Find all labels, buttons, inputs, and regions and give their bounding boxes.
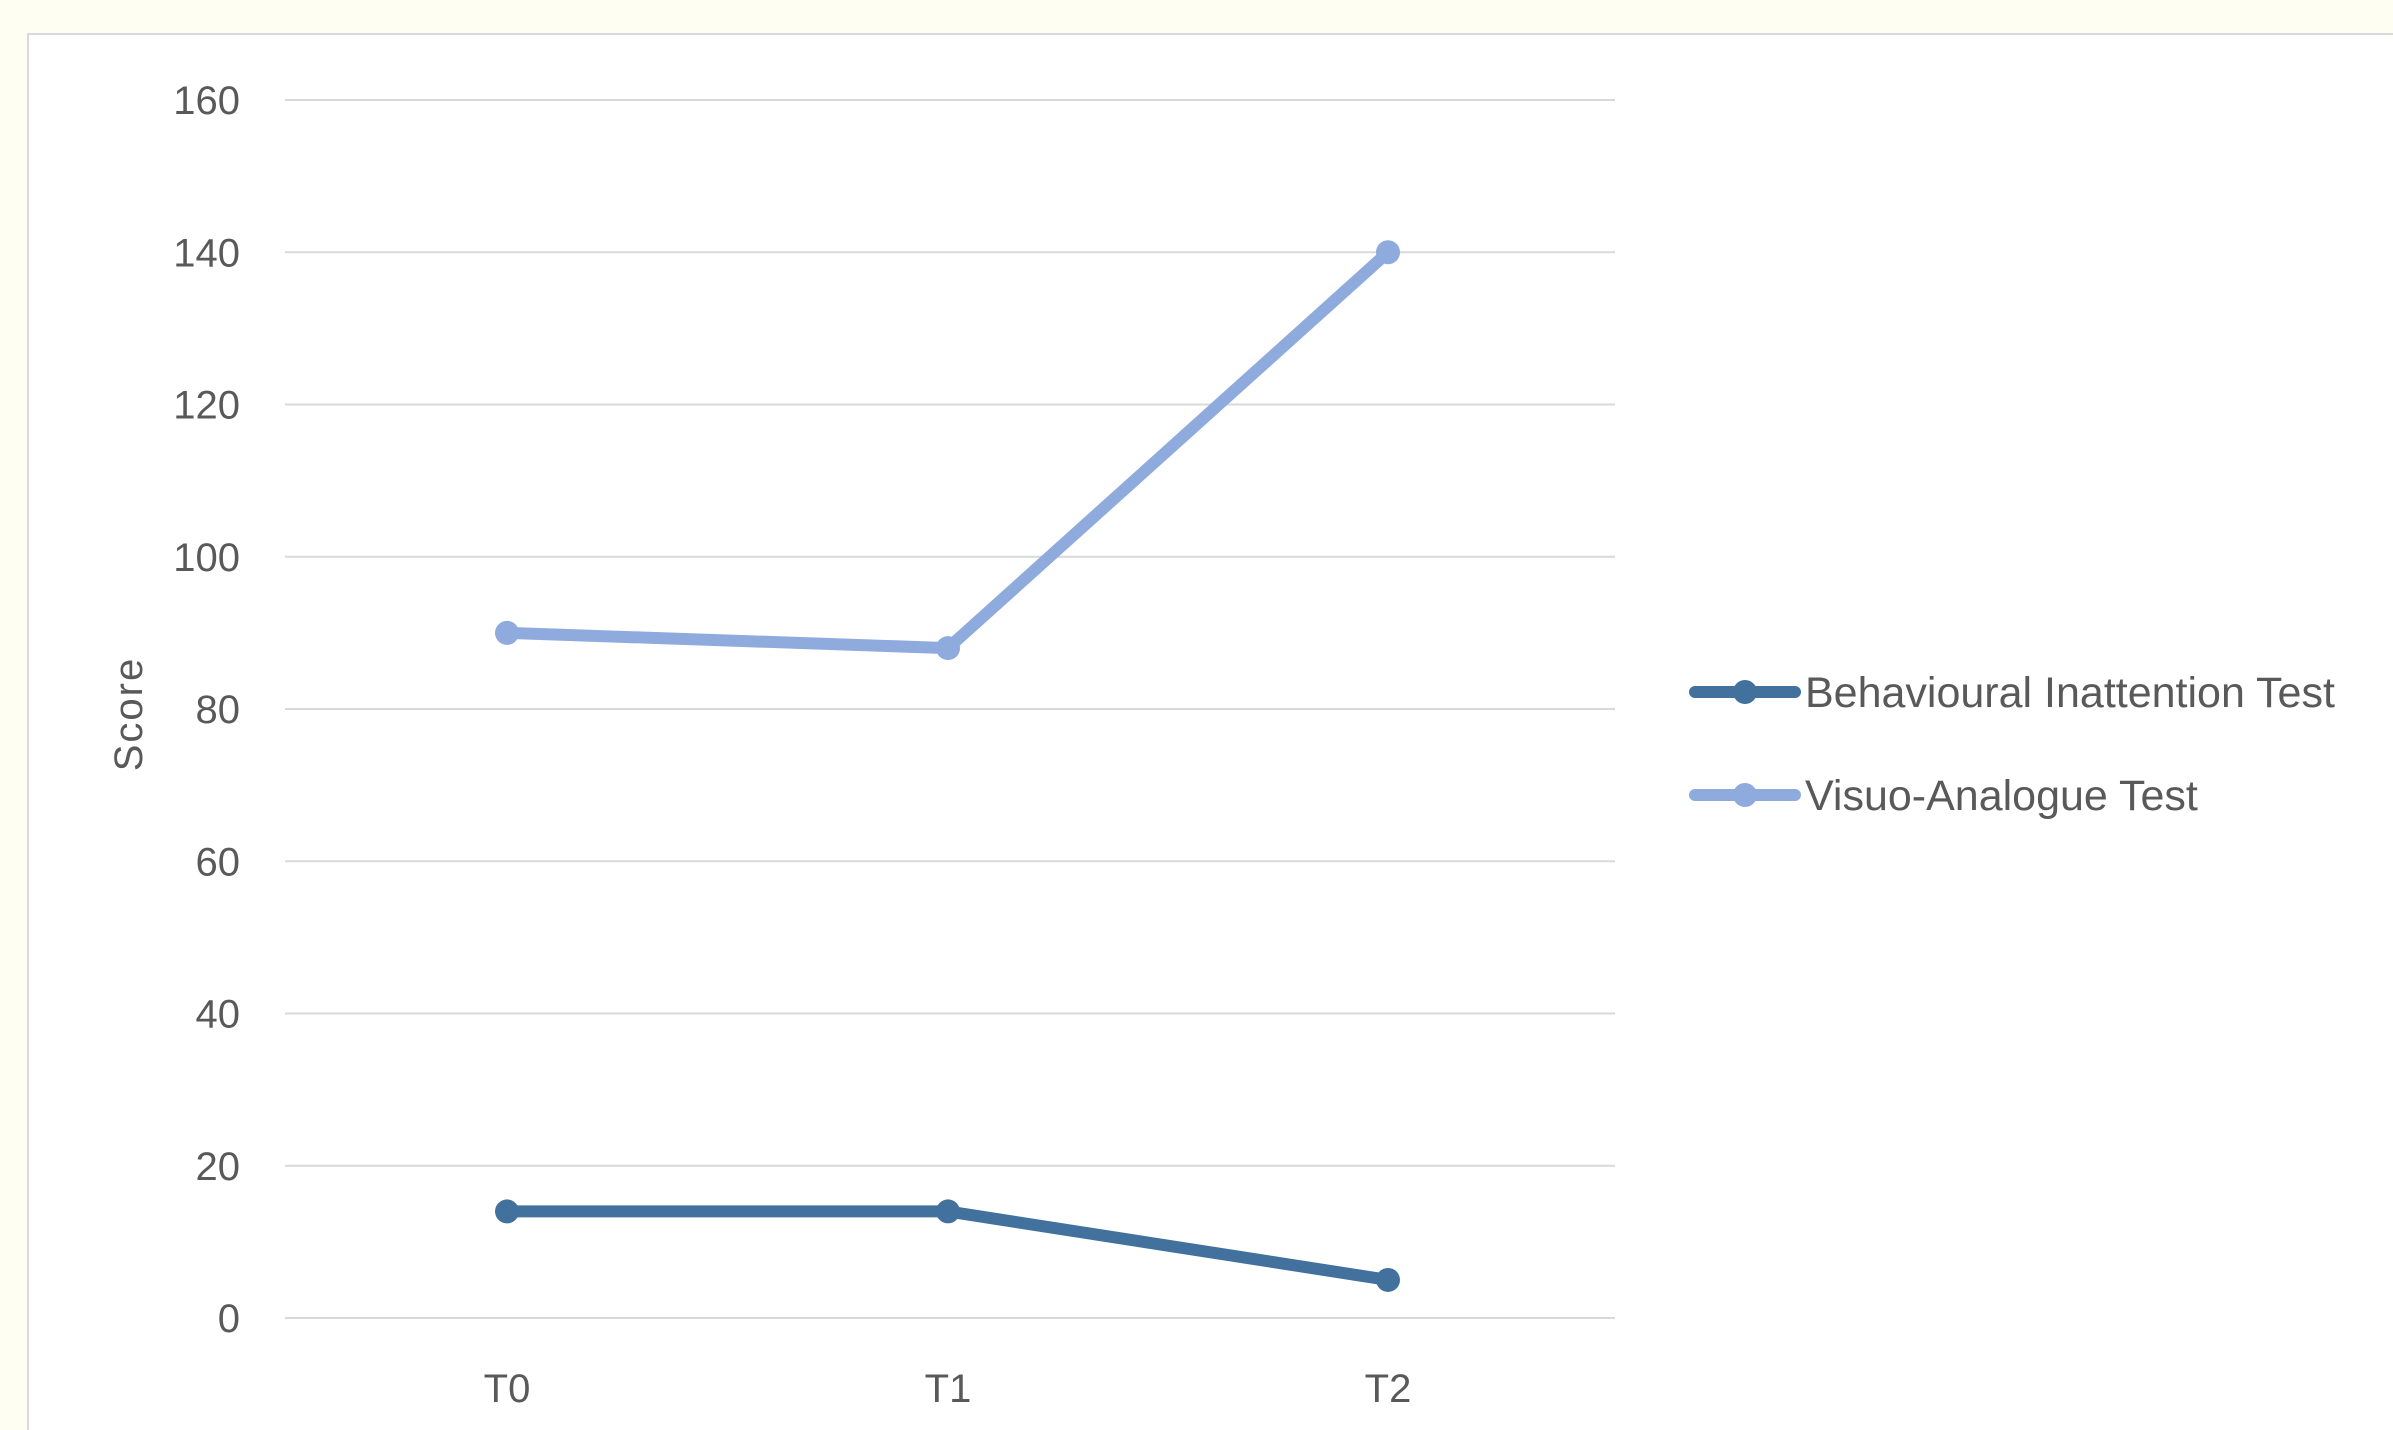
data-point: [1376, 240, 1400, 265]
data-point: [936, 636, 960, 661]
y-tick-label: 100: [173, 536, 240, 580]
legend-label: Behavioural Inattention Test: [1805, 669, 2335, 717]
x-tick-label: T2: [1365, 1367, 1412, 1411]
y-axis-title: Score: [107, 657, 151, 772]
data-point: [936, 1199, 960, 1224]
y-tick-label: 140: [173, 231, 240, 275]
x-tick-label: T0: [484, 1367, 531, 1411]
legend-marker: [1733, 783, 1757, 807]
gridlines: [285, 99, 1615, 1319]
y-tick-label: 80: [196, 688, 241, 732]
y-tick-label: 60: [196, 840, 241, 884]
series-line: [501, 246, 1394, 655]
y-tick-label: 160: [173, 79, 240, 123]
legend: Behavioural Inattention Test Visuo-Analog…: [1689, 669, 2335, 820]
legend-label: Visuo-Analogue Test: [1805, 772, 2198, 820]
chart-frame: [27, 33, 2393, 1430]
series-lines: [495, 240, 1400, 1292]
y-axis-ticks: 0 20 40 60 80 100 120 140 160: [173, 79, 240, 1341]
y-tick-label: 20: [196, 1145, 241, 1189]
x-tick-label: T1: [925, 1367, 972, 1411]
data-point: [495, 620, 519, 645]
x-axis-ticks: T0 T1 T2: [484, 1367, 1412, 1411]
y-tick-label: 0: [218, 1297, 240, 1341]
y-tick-label: 40: [196, 993, 241, 1037]
data-point: [495, 1199, 519, 1224]
y-tick-label: 120: [173, 384, 240, 428]
data-point: [1376, 1267, 1400, 1292]
legend-marker: [1733, 680, 1757, 704]
